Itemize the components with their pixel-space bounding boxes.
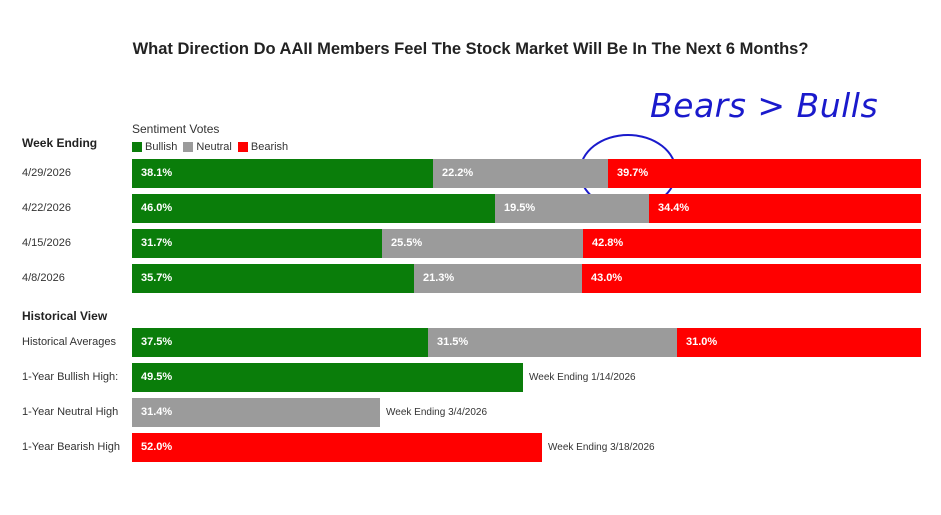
bar-segment-neutral: 19.5% xyxy=(495,194,649,223)
high-note: Week Ending 3/18/2026 xyxy=(548,442,655,453)
data-label: 21.3% xyxy=(423,272,455,284)
chart-title: What Direction Do AAII Members Feel The … xyxy=(132,40,809,58)
weekly-bar: 35.7% 21.3% 43.0% xyxy=(132,264,921,293)
bar-segment-bullish: 37.5% xyxy=(132,328,428,357)
data-label: 35.7% xyxy=(141,272,173,284)
legend-label-neutral: Neutral xyxy=(196,141,232,153)
data-label: 52.0% xyxy=(141,441,173,453)
bar-segment-bearish: 31.0% xyxy=(677,328,921,357)
historical-average-bar: 37.5% 31.5% 31.0% xyxy=(132,328,921,357)
bar-segment-bearish: 42.8% xyxy=(583,229,921,258)
row-label: 4/22/2026 xyxy=(22,202,71,214)
data-label: 31.0% xyxy=(686,336,718,348)
data-label: 39.7% xyxy=(617,167,649,179)
legend-swatch-bearish xyxy=(237,142,248,152)
high-note: Week Ending 3/4/2026 xyxy=(386,407,488,418)
bar-segment-bearish: 34.4% xyxy=(649,194,921,223)
data-label: 25.5% xyxy=(391,237,423,249)
data-label: 49.5% xyxy=(141,371,173,383)
data-label: 31.4% xyxy=(141,406,173,418)
historical-view-heading: Historical View xyxy=(22,309,108,323)
legend-label-bullish: Bullish xyxy=(145,141,178,153)
legend-swatch-neutral xyxy=(183,142,194,152)
bar-segment-neutral: 31.4% xyxy=(132,398,380,427)
row-label: 1-Year Bearish High xyxy=(22,441,121,453)
bar-segment-bullish: 38.1% xyxy=(132,159,433,188)
legend-item-bearish: Bearish xyxy=(237,141,289,153)
legend-swatch-bullish xyxy=(132,142,142,152)
data-label: 31.7% xyxy=(141,237,173,249)
week-ending-heading: Week Ending xyxy=(22,136,98,150)
weekly-bar: 46.0% 19.5% 34.4% xyxy=(132,194,921,223)
bar-segment-bullish: 31.7% xyxy=(132,229,382,258)
legend-title: Sentiment Votes xyxy=(132,122,220,136)
data-label: 22.2% xyxy=(442,167,474,179)
data-label: 19.5% xyxy=(504,202,536,214)
bar-segment-neutral: 31.5% xyxy=(428,328,677,357)
bar-segment-bullish: 49.5% xyxy=(132,363,523,392)
high-note: Week Ending 1/14/2026 xyxy=(529,372,636,383)
legend-item-neutral: Neutral xyxy=(183,141,232,153)
row-label: 4/29/2026 xyxy=(22,167,71,179)
row-label: 4/15/2026 xyxy=(22,237,71,249)
data-label: 43.0% xyxy=(591,272,623,284)
bar-segment-bullish: 46.0% xyxy=(132,194,495,223)
high-bar-bearish: 52.0% xyxy=(132,433,542,462)
data-label: 37.5% xyxy=(141,336,173,348)
high-bar-bullish: 49.5% xyxy=(132,363,523,392)
bar-segment-neutral: 21.3% xyxy=(414,264,582,293)
data-label: 46.0% xyxy=(141,202,173,214)
legend-item-bullish: Bullish xyxy=(132,141,177,153)
weekly-bar: 38.1% 22.2% 39.7% xyxy=(132,159,921,188)
bar-segment-neutral: 25.5% xyxy=(382,229,583,258)
row-label: 4/8/2026 xyxy=(22,272,65,284)
weekly-bar: 31.7% 25.5% 42.8% xyxy=(132,229,921,258)
row-label: 1-Year Neutral High xyxy=(22,406,119,418)
bar-segment-bearish: 52.0% xyxy=(132,433,542,462)
bar-segment-neutral: 22.2% xyxy=(433,159,608,188)
row-label: 1-Year Bullish High: xyxy=(22,371,119,383)
row-label: Historical Averages xyxy=(22,336,116,348)
data-label: 34.4% xyxy=(658,202,690,214)
data-label: 31.5% xyxy=(437,336,469,348)
data-label: 42.8% xyxy=(592,237,624,249)
data-label: 38.1% xyxy=(141,167,173,179)
bar-segment-bearish: 39.7% xyxy=(608,159,921,188)
bar-segment-bearish: 43.0% xyxy=(582,264,921,293)
high-bar-neutral: 31.4% xyxy=(132,398,380,427)
legend: Bullish Neutral Bearish xyxy=(132,141,294,153)
legend-label-bearish: Bearish xyxy=(250,141,289,153)
bar-segment-bullish: 35.7% xyxy=(132,264,414,293)
bears-bulls-annotation: Bears > Bulls xyxy=(650,86,879,125)
